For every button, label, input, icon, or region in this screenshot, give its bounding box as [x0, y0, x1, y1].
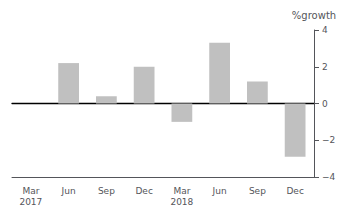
- svg-text:2017: 2017: [19, 197, 42, 207]
- svg-text:%growth: %growth: [292, 10, 336, 21]
- svg-text:Sep: Sep: [98, 186, 115, 196]
- svg-text:−4: −4: [322, 172, 336, 182]
- svg-text:Mar: Mar: [173, 186, 190, 196]
- svg-text:0: 0: [322, 99, 328, 109]
- svg-text:Dec: Dec: [286, 186, 303, 196]
- svg-text:4: 4: [322, 25, 328, 35]
- svg-text:2: 2: [322, 62, 328, 72]
- svg-text:2018: 2018: [170, 197, 193, 207]
- svg-text:Mar: Mar: [22, 186, 39, 196]
- svg-text:Sep: Sep: [249, 186, 266, 196]
- svg-text:Jun: Jun: [212, 186, 227, 196]
- svg-text:Jun: Jun: [61, 186, 76, 196]
- svg-text:−2: −2: [322, 135, 335, 145]
- svg-text:Dec: Dec: [135, 186, 152, 196]
